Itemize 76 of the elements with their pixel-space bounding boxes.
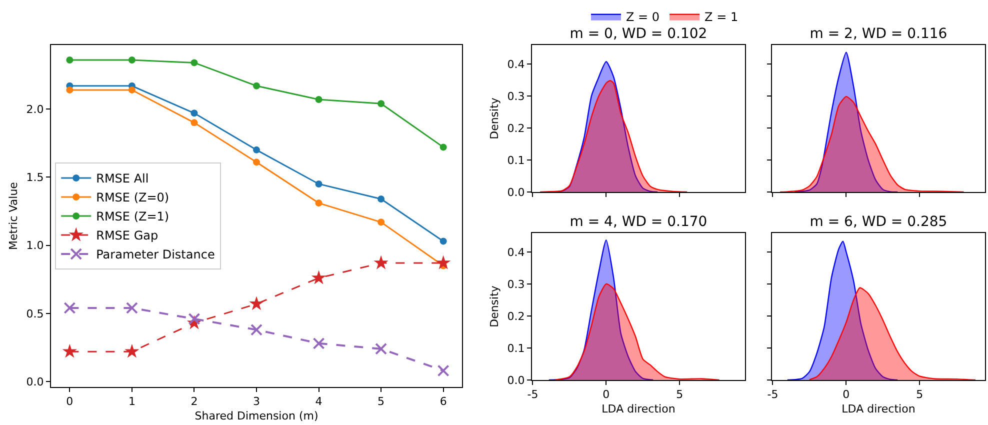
x-tick-label: 5 [676,388,684,402]
y-tick-label: 0.2 [507,122,525,135]
point [124,344,140,358]
point [437,364,450,377]
chart-title: m = 4, WD = 0.170 [570,214,708,230]
point [190,119,198,126]
point [66,56,74,64]
point [436,255,451,270]
y-tick-label: 0.4 [507,58,525,71]
legend-label: RMSE All [96,172,149,186]
y-tick-label: 0.0 [507,186,525,199]
x-axis-title: LDA direction [602,402,676,416]
y-tick-label: 2.0 [26,102,44,116]
point [190,59,198,66]
point [126,302,138,314]
point [378,100,385,108]
x-tick-label: 0 [66,395,74,408]
point [64,302,76,314]
point [62,344,77,358]
x-tick-label: 6 [440,395,447,408]
y-tick-label: 0.3 [507,278,525,291]
x-axis-title: LDA direction [842,402,916,416]
point [190,110,198,117]
x-tick-label: 5 [916,388,924,402]
y-tick-label: 0.0 [26,375,44,388]
x-tick-label: -5 [527,388,538,402]
point [311,270,326,284]
y-axis-title: Metric Value [6,182,20,250]
x-tick-label: -5 [767,388,778,402]
point [128,86,136,94]
y-tick-label: 0.1 [507,154,525,167]
point [315,180,322,188]
y-tick-label: 1.5 [26,171,44,184]
point [253,82,260,90]
point [312,337,325,350]
y-tick-label: 0.4 [507,246,525,259]
legend-label: RMSE Gap [96,228,158,243]
point [315,200,322,207]
point [188,312,200,325]
y-axis-title: Density [488,97,501,140]
point [249,296,264,310]
x-tick-label: 2 [190,395,198,408]
y-tick-label: 0.0 [507,374,525,387]
legend-label: Z = 1 [704,10,738,24]
point [128,56,136,64]
x-tick-label: 0 [602,388,610,402]
point [375,342,388,355]
point [378,218,385,226]
x-tick-label: 1 [128,395,136,408]
legend-label: RMSE (Z=0) [96,190,170,205]
legend-label: Z = 0 [626,10,660,24]
point [374,255,388,270]
point [253,158,260,166]
y-axis-title: Density [488,285,501,328]
x-tick-label: 3 [253,395,260,408]
point [440,144,447,151]
y-tick-label: 0.2 [507,310,525,323]
chart-title: m = 0, WD = 0.102 [570,26,708,42]
point [250,324,262,336]
point [253,146,260,154]
chart-title: m = 6, WD = 0.285 [810,214,948,230]
legend-label: Parameter Distance [96,248,215,262]
x-axis-title: Shared Dimension (m) [194,409,318,422]
y-tick-label: 1.0 [26,239,44,252]
x-tick-label: 0 [842,388,850,402]
point [66,86,74,94]
point [315,96,322,103]
point [378,195,385,202]
legend-label: RMSE (Z=1) [96,210,170,224]
y-tick-label: 0.1 [507,342,525,355]
point [440,238,447,245]
y-tick-label: 0.3 [507,90,525,103]
y-tick-label: 0.5 [26,307,44,320]
x-tick-label: 4 [315,395,322,408]
chart-title: m = 2, WD = 0.116 [810,26,948,42]
x-tick-label: 5 [378,395,385,408]
